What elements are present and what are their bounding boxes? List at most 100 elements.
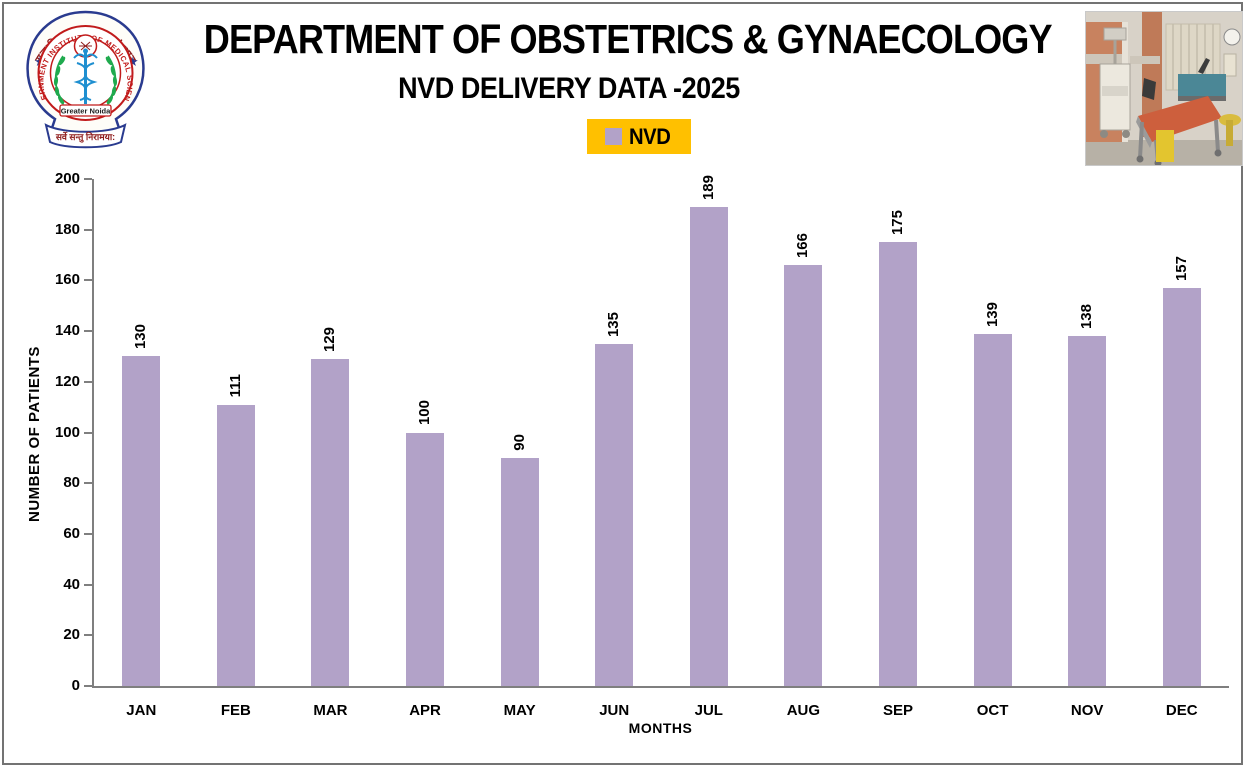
y-tick-mark [84,532,92,535]
x-axis-tick-label: JAN [126,702,157,719]
x-axis-tick-label: AUG [786,702,821,719]
page-subtitle: NVD DELIVERY DATA -2025 [398,72,740,105]
bar-jan [122,356,161,686]
bar-nov [1068,336,1107,686]
x-axis-tick-label: MAR [313,702,348,719]
plot-area: 0 20 40 60 80 100 120 140 160 180 200 130 JAN 111 FEB 1… [55,170,1229,719]
y-tick-mark [84,380,92,383]
y-tick-mark [84,431,92,434]
bar-mar [311,359,350,686]
photo-headwall-rail [1086,54,1122,64]
bar-slot-oct: 139 OCT [945,179,1040,719]
bar-value-label: 130 [132,324,150,350]
y-tick-label: 160 [54,271,80,289]
x-axis-title: MONTHS [628,720,693,736]
labour-room-photo-svg [1086,12,1242,165]
y-tick-mark [84,228,92,231]
logo-emblem-marks [79,41,92,51]
x-axis-tick-label: JUN [599,702,630,719]
bar-apr [406,432,445,686]
photo-headwall-rail-2 [1130,56,1160,64]
legend-label: NVD [628,123,671,149]
bar-slot-aug: 166 AUG [756,179,851,719]
x-axis-tick-label: DEC [1165,702,1198,719]
bar-slot-may: 90 MAY [472,179,567,719]
bar-aug [784,265,823,686]
bar-slot-jun: 135 JUN [567,179,662,719]
bar-slot-feb: 111 FEB [189,179,284,719]
logo-bottom-text: सर्वे सन्तु निरामया: [55,131,115,143]
y-tick-mark [84,279,92,282]
photo-bed-teal [1178,74,1226,96]
x-axis-tick-label: NOV [1070,702,1104,719]
logo-laurel-right [105,55,118,105]
y-tick-mark [84,178,92,180]
bar-value-label: 100 [416,400,434,426]
bar-slot-jul: 189 JUL [662,175,757,719]
logo-banner-text: Greater Noida [61,107,111,116]
labour-room-photo [1085,11,1243,166]
photo-wall-poster [1223,53,1237,77]
bar-value-label: 189 [699,174,717,200]
y-tick-label: 200 [54,170,80,187]
institute-logo-svg: राजकीय आयुर्विज्ञान संस्थान ★ ★ GOVERNME… [15,2,145,149]
bar-value-label: 175 [888,210,906,236]
photo-wall-panel-center [1142,12,1162,137]
y-tick-mark [84,583,92,586]
bar-oct [973,333,1012,686]
page-title: DEPARTMENT OF OBSTETRICS & GYNAECOLOGY [203,16,1053,62]
y-tick-mark [84,330,92,333]
bar-slot-sep: 175 SEP [851,179,946,719]
y-tick-label: 0 [71,677,80,694]
y-tick-label: 20 [63,626,80,644]
y-tick-mark [84,482,92,485]
logo-ribbon [44,123,127,149]
y-tick-mark [84,685,92,687]
y-tick-label: 100 [54,423,80,441]
photo-yellow-bucket [1156,130,1174,162]
logo-banner [59,104,112,117]
bar-slot-jan: 130 JAN [94,179,189,719]
x-axis-tick-label: SEP [882,702,913,719]
bar-dec [1162,288,1201,686]
bar-value-label: 166 [794,233,812,259]
bar-value-label: 138 [1078,304,1096,330]
bar-value-label: 135 [605,311,623,337]
header: DEPARTMENT OF OBSTETRICS & GYNAECOLOGY N… [154,16,1053,106]
x-axis-tick-label: MAY [503,702,536,719]
y-tick-label: 60 [63,524,80,542]
photo-wall-clock [1223,28,1241,46]
chart-legend: NVD [587,119,691,154]
x-axis-tick-label: FEB [220,702,251,719]
institute-logo: राजकीय आयुर्विज्ञान संस्थान ★ ★ GOVERNME… [15,2,153,167]
bar-slot-nov: 138 NOV [1040,179,1135,719]
photo-baby-warmer [1099,27,1131,138]
bar-sep [878,242,917,686]
y-tick-mark [84,634,92,637]
photo-yellow-stool [1219,114,1241,146]
x-axis-tick-label: OCT [976,702,1009,719]
caduceus-icon [73,48,98,104]
bar-may [500,457,539,686]
bar-jun [595,343,634,686]
y-tick-label: 40 [63,575,80,593]
bar-slot-mar: 129 MAR [283,179,378,719]
bar-jul [689,206,728,686]
photo-exam-light [1198,58,1210,74]
bar-value-label: 90 [510,434,528,451]
x-axis-tick-label: APR [409,702,441,719]
bar-value-label: 157 [1172,255,1190,282]
y-tick-label: 80 [63,474,80,492]
y-tick-label: 120 [54,372,80,390]
bar-value-label: 129 [321,326,339,352]
legend-swatch-nvd [604,128,622,145]
x-axis-tick-label: JUL [694,702,723,719]
y-tick-label: 140 [54,322,80,340]
logo-laurel-left [53,55,66,105]
bar-slot-dec: 157 DEC [1134,179,1229,719]
y-tick-label: 180 [54,220,80,238]
bar-value-label: 111 [226,374,244,398]
bar-slot-apr: 100 APR [378,179,473,719]
logo-star-right: ★ [127,54,139,69]
